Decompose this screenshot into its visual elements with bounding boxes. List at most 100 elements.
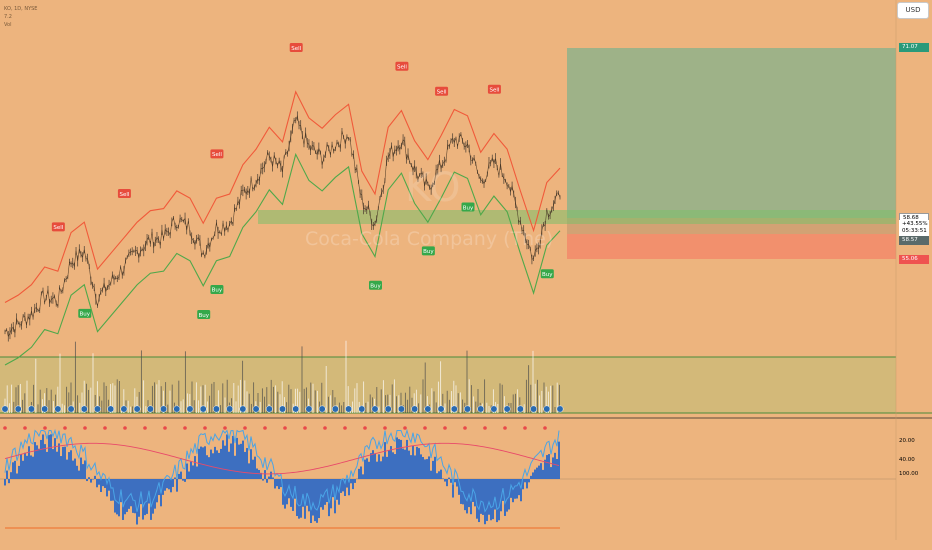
osc-dot — [183, 426, 187, 430]
signal-badge — [395, 61, 409, 71]
osc-dot — [103, 426, 107, 430]
osc-dot — [503, 426, 507, 430]
symbol-legend: KO, 1D, NYSE — [4, 6, 38, 12]
osc-dot — [283, 426, 287, 430]
osc-dot — [163, 426, 167, 430]
event-marker — [437, 405, 445, 413]
event-marker — [173, 405, 181, 413]
event-marker — [543, 405, 551, 413]
sell-signal: Sell — [289, 43, 303, 52]
signal-label: Sell — [397, 65, 407, 71]
signal-badge — [117, 189, 131, 198]
event-marker — [212, 405, 220, 413]
signal-label: Buy — [212, 288, 223, 294]
currency-button[interactable]: USD — [897, 2, 929, 19]
watermark-ticker: KO — [405, 165, 461, 211]
buy-signal: Buy — [369, 280, 382, 290]
osc-dot — [483, 426, 487, 430]
entry-price-tag: 58.57 — [899, 236, 929, 245]
signal-badge — [289, 43, 303, 52]
event-marker — [371, 405, 379, 413]
osc-dot — [43, 426, 47, 430]
countdown-tag: 05:33:51 — [899, 227, 929, 236]
event-marker — [41, 405, 49, 413]
legend-sub-2: Vol — [4, 22, 12, 28]
sell-signal: Sell — [435, 86, 449, 96]
sell-signal: Sell — [487, 84, 501, 94]
signal-badge — [210, 284, 224, 294]
event-marker — [186, 405, 194, 413]
signal-label: Buy — [370, 284, 381, 290]
osc-dot — [23, 426, 27, 430]
event-marker — [490, 405, 498, 413]
signal-badge — [369, 280, 382, 290]
osc-dot — [383, 426, 387, 430]
osc-signal-line — [4, 442, 560, 475]
event-marker — [292, 405, 300, 413]
osc-dot — [543, 426, 547, 430]
event-marker — [133, 405, 141, 413]
osc-tag-1: 20.00 — [899, 438, 915, 444]
osc-dot — [243, 426, 247, 430]
signal-badge — [461, 202, 475, 212]
event-marker — [226, 405, 234, 413]
buy-signal: Buy — [461, 202, 475, 212]
osc-dot — [83, 426, 87, 430]
legend-sub-1: 7.2 — [4, 14, 12, 20]
event-marker — [27, 405, 35, 413]
event-marker — [450, 405, 458, 413]
sell-signal: Sell — [395, 61, 409, 71]
event-marker — [397, 405, 405, 413]
signal-label: Buy — [423, 249, 434, 255]
event-marker — [530, 405, 538, 413]
change-tag: +43.55% — [899, 220, 929, 229]
event-markers — [1, 405, 564, 413]
event-marker — [503, 405, 511, 413]
buy-signal: Buy — [197, 309, 211, 319]
osc-dot — [143, 426, 147, 430]
osc-dot — [443, 426, 447, 430]
event-marker — [14, 405, 22, 413]
profit-zone — [567, 48, 896, 218]
signal-badge — [78, 308, 92, 318]
event-marker — [252, 405, 260, 413]
signal-label: Buy — [542, 272, 553, 278]
event-marker — [265, 405, 273, 413]
event-marker — [120, 405, 128, 413]
osc-dot — [363, 426, 367, 430]
osc-dot — [403, 426, 407, 430]
event-marker — [146, 405, 154, 413]
osc-dot — [223, 426, 227, 430]
osc-dot — [463, 426, 467, 430]
signal-label: Sell — [437, 90, 447, 96]
event-marker — [411, 405, 419, 413]
event-marker — [305, 405, 313, 413]
stop-price-tag: 55.06 — [899, 255, 929, 264]
signal-label: Sell — [119, 192, 129, 198]
price-line — [4, 114, 561, 338]
osc-dot — [523, 426, 527, 430]
event-marker — [54, 405, 62, 413]
oscillator — [3, 426, 560, 529]
signal-label: Buy — [80, 312, 91, 318]
osc-dot — [303, 426, 307, 430]
osc-dot — [343, 426, 347, 430]
support-zone — [258, 210, 896, 224]
osc-tag-3: 100.00 — [899, 471, 919, 477]
signal-label: Sell — [291, 46, 301, 52]
signal-label: Sell — [489, 88, 499, 94]
sell-signal: Sell — [51, 222, 65, 232]
osc-dot — [3, 426, 7, 430]
osc-dot — [263, 426, 267, 430]
event-marker — [464, 405, 471, 413]
sell-signal: Sell — [210, 149, 224, 159]
event-marker — [94, 405, 101, 413]
buy-signal: Buy — [210, 284, 224, 294]
trend-lines — [4, 90, 561, 366]
event-marker — [358, 405, 366, 413]
event-marker — [1, 405, 9, 413]
price-series — [4, 111, 561, 342]
event-marker — [331, 405, 339, 413]
signal-badge — [421, 246, 435, 256]
